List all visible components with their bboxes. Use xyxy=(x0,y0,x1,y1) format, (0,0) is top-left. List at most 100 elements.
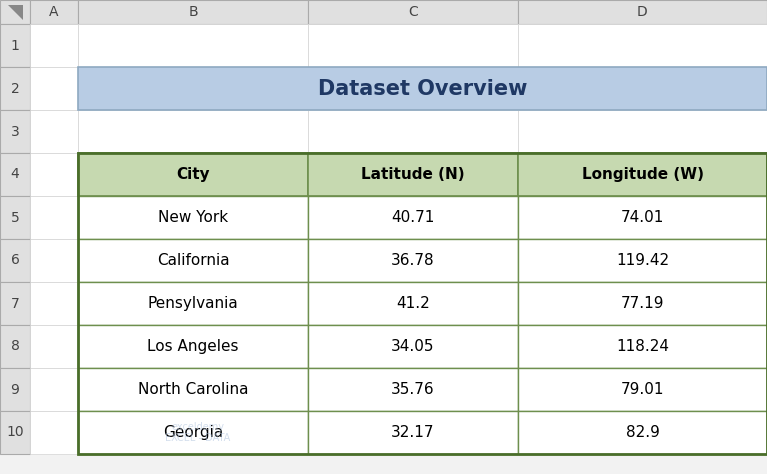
Bar xyxy=(308,24,518,67)
Text: 41.2: 41.2 xyxy=(396,296,430,311)
Bar xyxy=(78,153,308,196)
Text: New York: New York xyxy=(158,210,228,225)
Bar xyxy=(518,24,767,67)
Bar xyxy=(30,67,78,110)
Bar xyxy=(78,368,308,411)
Text: 1: 1 xyxy=(11,38,19,53)
Text: 34.05: 34.05 xyxy=(391,339,435,354)
Text: 40.71: 40.71 xyxy=(391,210,435,225)
Text: 36.78: 36.78 xyxy=(391,253,435,268)
Bar xyxy=(308,196,518,239)
Bar xyxy=(0,411,30,454)
Text: Latitude (N): Latitude (N) xyxy=(361,167,465,182)
Bar xyxy=(0,24,30,67)
Text: 10: 10 xyxy=(6,426,24,439)
Text: Georgia: Georgia xyxy=(163,425,223,440)
Bar xyxy=(518,239,767,282)
Bar xyxy=(518,411,767,454)
Bar xyxy=(30,0,78,24)
Text: North Carolina: North Carolina xyxy=(138,382,249,397)
Text: 77.19: 77.19 xyxy=(621,296,664,311)
Bar xyxy=(308,411,518,454)
Text: 7: 7 xyxy=(11,297,19,310)
Bar xyxy=(518,196,767,239)
Bar xyxy=(78,67,308,110)
Bar xyxy=(30,110,78,153)
Text: 32.17: 32.17 xyxy=(391,425,435,440)
Bar xyxy=(78,325,308,368)
Bar xyxy=(30,24,78,67)
Bar xyxy=(78,282,308,325)
Bar xyxy=(30,411,78,454)
Text: City: City xyxy=(176,167,210,182)
Bar xyxy=(308,153,518,196)
Text: exceldemy
EXCEL - DATA: exceldemy EXCEL - DATA xyxy=(165,422,230,443)
Bar xyxy=(0,282,30,325)
Text: 119.42: 119.42 xyxy=(616,253,669,268)
Bar xyxy=(518,153,767,196)
Bar xyxy=(518,239,767,282)
Text: 35.76: 35.76 xyxy=(391,382,435,397)
Bar xyxy=(30,239,78,282)
Bar xyxy=(308,282,518,325)
Bar xyxy=(78,239,308,282)
Text: California: California xyxy=(156,253,229,268)
Bar xyxy=(30,368,78,411)
Bar xyxy=(78,24,308,67)
Text: A: A xyxy=(49,5,59,19)
Bar xyxy=(78,67,767,110)
Text: 8: 8 xyxy=(11,339,19,354)
Bar xyxy=(78,0,308,24)
Bar xyxy=(30,153,78,196)
Bar xyxy=(78,110,308,153)
Text: 74.01: 74.01 xyxy=(621,210,664,225)
Bar xyxy=(518,196,767,239)
Text: Los Angeles: Los Angeles xyxy=(147,339,239,354)
Bar xyxy=(518,325,767,368)
Polygon shape xyxy=(8,5,24,20)
Bar xyxy=(518,282,767,325)
Text: 79.01: 79.01 xyxy=(621,382,664,397)
Bar xyxy=(518,153,767,196)
Bar xyxy=(308,368,518,411)
Bar xyxy=(78,282,308,325)
Text: 5: 5 xyxy=(11,210,19,225)
Bar xyxy=(78,153,767,454)
Bar xyxy=(0,67,30,110)
Bar xyxy=(0,196,30,239)
Text: 6: 6 xyxy=(11,254,19,267)
Bar xyxy=(308,282,518,325)
Bar xyxy=(518,368,767,411)
Bar xyxy=(78,153,308,196)
Bar xyxy=(518,110,767,153)
Bar xyxy=(518,325,767,368)
Bar xyxy=(78,196,308,239)
Text: 9: 9 xyxy=(11,383,19,396)
Text: D: D xyxy=(637,5,648,19)
Bar xyxy=(78,196,308,239)
Text: 3: 3 xyxy=(11,125,19,138)
Text: 118.24: 118.24 xyxy=(616,339,669,354)
Bar xyxy=(78,411,308,454)
Text: 4: 4 xyxy=(11,167,19,182)
Bar xyxy=(308,325,518,368)
Bar xyxy=(308,239,518,282)
Bar xyxy=(0,153,30,196)
Text: 2: 2 xyxy=(11,82,19,95)
Bar xyxy=(518,368,767,411)
Bar xyxy=(308,110,518,153)
Text: 82.9: 82.9 xyxy=(626,425,660,440)
Bar xyxy=(308,153,518,196)
Bar xyxy=(308,67,518,110)
Bar xyxy=(0,325,30,368)
Bar xyxy=(78,239,308,282)
Bar xyxy=(78,325,308,368)
Bar xyxy=(0,239,30,282)
Bar xyxy=(518,411,767,454)
Bar xyxy=(308,0,518,24)
Bar xyxy=(308,325,518,368)
Bar xyxy=(308,196,518,239)
Text: B: B xyxy=(188,5,198,19)
Bar xyxy=(0,368,30,411)
Text: C: C xyxy=(408,5,418,19)
